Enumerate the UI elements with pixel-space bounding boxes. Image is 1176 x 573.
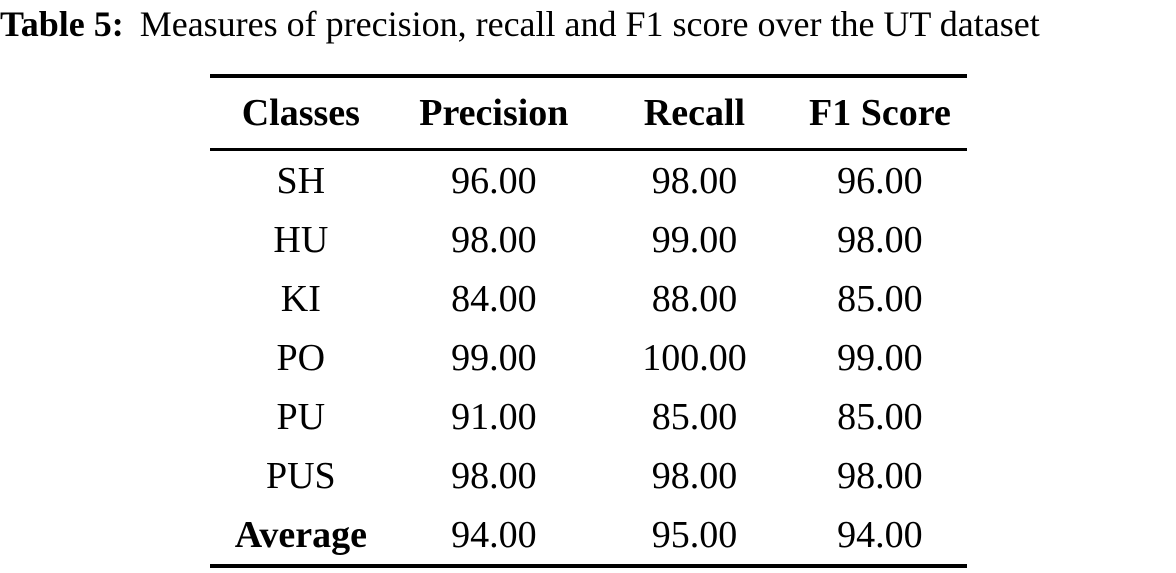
table-row-pus: PUS 98.00 98.00 98.00 [210,446,967,505]
cell-precision: 96.00 [451,159,537,202]
cell-f1-score: 85.00 [837,395,923,438]
cell-class-name: PO [276,336,326,379]
table-caption-text: Measures of precision, recall and F1 sco… [139,4,1040,44]
cell-precision: 98.00 [451,218,537,261]
cell-precision: 84.00 [451,277,537,320]
table-row-hu: HU 98.00 99.00 98.00 [210,210,967,269]
table-row-pu: PU 91.00 85.00 85.00 [210,387,967,446]
cell-precision: 99.00 [451,336,537,379]
cell-f1-score: 99.00 [837,336,923,379]
column-header-classes: Classes [210,76,392,151]
cell-class-name: PUS [265,454,336,497]
cell-f1-score: 96.00 [837,159,923,202]
table-caption-label: Table 5: [0,4,124,44]
table-row-ki: KI 84.00 88.00 85.00 [210,269,967,328]
cell-recall: 98.00 [651,159,738,202]
column-header-recall: Recall [596,76,793,151]
cell-precision: 94.00 [451,513,537,556]
table-caption: Table 5: Measures of precision, recall an… [0,2,1176,46]
cell-recall: 100.00 [642,336,747,379]
cell-precision: 98.00 [451,454,537,497]
cell-f1-score: 94.00 [837,513,923,556]
table-header-row: Classes Precision Recall F1 Score [210,76,967,151]
cell-recall: 98.00 [651,454,738,497]
cell-class-name: PU [276,395,326,438]
cell-f1-score: 98.00 [837,454,923,497]
cell-f1-score: 85.00 [837,277,923,320]
cell-f1-score: 98.00 [837,218,923,261]
cell-class-name: SH [276,159,326,202]
table-row-average: Average 94.00 95.00 94.00 [210,505,967,566]
table-row-sh: SH 96.00 98.00 96.00 [210,150,967,211]
cell-recall: 99.00 [651,218,738,261]
cell-class-name: HU [273,218,329,261]
cell-class-name: KI [280,277,321,320]
cell-recall: 95.00 [651,513,738,556]
cell-precision: 91.00 [451,395,537,438]
column-header-precision: Precision [391,76,597,151]
cell-recall: 88.00 [651,277,738,320]
results-table: Classes Precision Recall F1 Score SH 96.… [210,74,967,568]
cell-recall: 85.00 [651,395,738,438]
table-row-po: PO 99.00 100.00 99.00 [210,328,967,387]
column-header-f1-score: F1 Score [792,76,967,151]
cell-class-name: Average [234,513,367,556]
